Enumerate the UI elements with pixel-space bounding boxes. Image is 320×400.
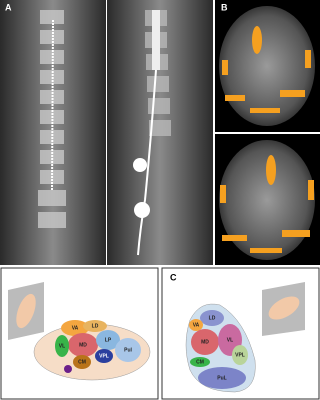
nucleus-label: VL (59, 343, 65, 349)
nucleus-label: VPL (99, 353, 109, 359)
nucleus-label: VPL (235, 352, 245, 358)
nucleus-label: VA (193, 322, 200, 328)
nucleus-label: LD (209, 315, 216, 321)
nucleus-md (68, 333, 98, 357)
nucleus-label: VA (72, 325, 79, 331)
nucleus-ld (200, 310, 224, 326)
nucleus-md (191, 329, 219, 355)
overlay (266, 155, 276, 185)
lead-wire (137, 69, 157, 256)
nucleus-cm (73, 355, 91, 369)
diagram-left: VA LD MD VL LP CM VPL Pul (0, 267, 159, 400)
paddle-electrode (152, 10, 160, 70)
nucleus-label: PuL (217, 375, 226, 381)
panel-label: A (5, 2, 12, 12)
nucleus-small (64, 365, 72, 373)
panel-b: B (215, 0, 320, 265)
brain (219, 140, 315, 260)
nucleus-lp (96, 330, 120, 350)
implant (134, 202, 150, 218)
nucleus-label: VL (227, 337, 233, 343)
nucleus-label: LD (92, 323, 99, 329)
nucleus-pul (198, 367, 246, 389)
nucleus-label: CM (78, 359, 86, 365)
overlay (252, 26, 262, 54)
inset-thalamus (268, 296, 300, 320)
nucleus-vpl (95, 349, 113, 363)
panel-a: A (0, 0, 213, 265)
nucleus-label: MD (201, 339, 209, 345)
nucleus-va (189, 319, 203, 331)
panel-label: B (221, 2, 228, 12)
panel-label: C (170, 272, 177, 282)
nucleus-va (61, 320, 89, 336)
panel-c: LD VA MD VL VPL CM PuL C (161, 267, 320, 400)
nucleus-vl (55, 335, 69, 357)
nucleus-label: Pul (124, 347, 132, 353)
electrode-lead (51, 19, 54, 191)
implant (133, 158, 147, 172)
nucleus-pul (115, 338, 141, 362)
overlay-speckle (220, 180, 314, 253)
inset-thalamus (16, 293, 36, 329)
overlay-speckle (222, 50, 311, 113)
nucleus-label: CM (196, 359, 204, 365)
nucleus-vpl (232, 345, 248, 365)
nucleus-label: LP (105, 337, 112, 343)
nucleus-ld (83, 320, 107, 332)
nucleus-cm (190, 357, 210, 367)
nucleus-label: MD (79, 342, 87, 348)
